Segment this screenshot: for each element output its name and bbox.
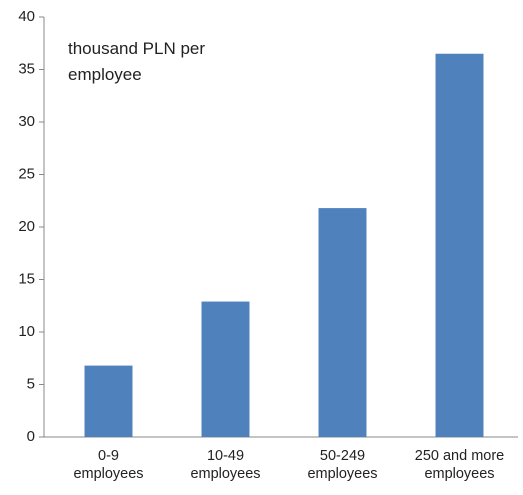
x-tick-label: 0-9 employees <box>73 448 144 482</box>
x-tick-label: 250 and more employees <box>414 448 505 482</box>
y-tick-label: 15 <box>18 270 35 287</box>
bar <box>318 208 367 437</box>
y-tick-label: 0 <box>27 428 35 445</box>
y-tick-label: 5 <box>27 375 35 392</box>
x-tick-label: 10-49 employees <box>190 448 261 482</box>
y-tick-label: 25 <box>18 165 35 182</box>
bar <box>84 365 133 437</box>
y-tick-label: 20 <box>18 218 35 235</box>
annotation: thousand PLN per employee <box>68 39 206 84</box>
y-tick-label: 30 <box>18 113 35 130</box>
bar <box>201 301 250 437</box>
y-tick-label: 35 <box>18 60 35 77</box>
y-tick-label: 10 <box>18 323 35 340</box>
x-tick-label: 50-249 employees <box>307 448 378 482</box>
y-tick-label: 40 <box>18 8 35 25</box>
bar <box>435 53 484 437</box>
